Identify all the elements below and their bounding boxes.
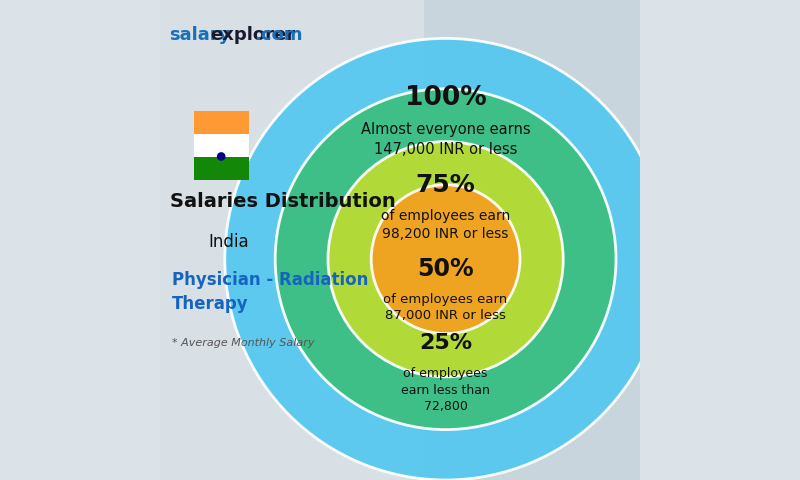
Text: of employees earn
98,200 INR or less: of employees earn 98,200 INR or less: [381, 209, 510, 240]
Text: explorer: explorer: [210, 26, 295, 45]
Circle shape: [225, 38, 666, 480]
FancyBboxPatch shape: [424, 0, 640, 480]
Circle shape: [217, 152, 226, 161]
Text: India: India: [208, 233, 249, 251]
Text: .com: .com: [254, 26, 303, 45]
FancyBboxPatch shape: [160, 0, 424, 480]
Text: Salaries Distribution: Salaries Distribution: [170, 192, 395, 211]
Text: Almost everyone earns
147,000 INR or less: Almost everyone earns 147,000 INR or les…: [361, 122, 530, 156]
Text: 100%: 100%: [405, 85, 486, 111]
Text: of employees
earn less than
72,800: of employees earn less than 72,800: [401, 367, 490, 413]
Bar: [194, 157, 249, 180]
Text: 50%: 50%: [418, 257, 474, 281]
Circle shape: [371, 185, 520, 334]
Text: Physician - Radiation
Therapy: Physician - Radiation Therapy: [172, 271, 368, 313]
Bar: [194, 111, 249, 134]
Text: 75%: 75%: [416, 173, 475, 197]
Text: 25%: 25%: [419, 333, 472, 353]
Text: * Average Monthly Salary: * Average Monthly Salary: [172, 338, 314, 348]
Text: of employees earn
87,000 INR or less: of employees earn 87,000 INR or less: [383, 293, 508, 322]
Circle shape: [328, 142, 563, 377]
Bar: [194, 134, 249, 157]
Circle shape: [275, 89, 616, 430]
Text: salary: salary: [170, 26, 231, 45]
